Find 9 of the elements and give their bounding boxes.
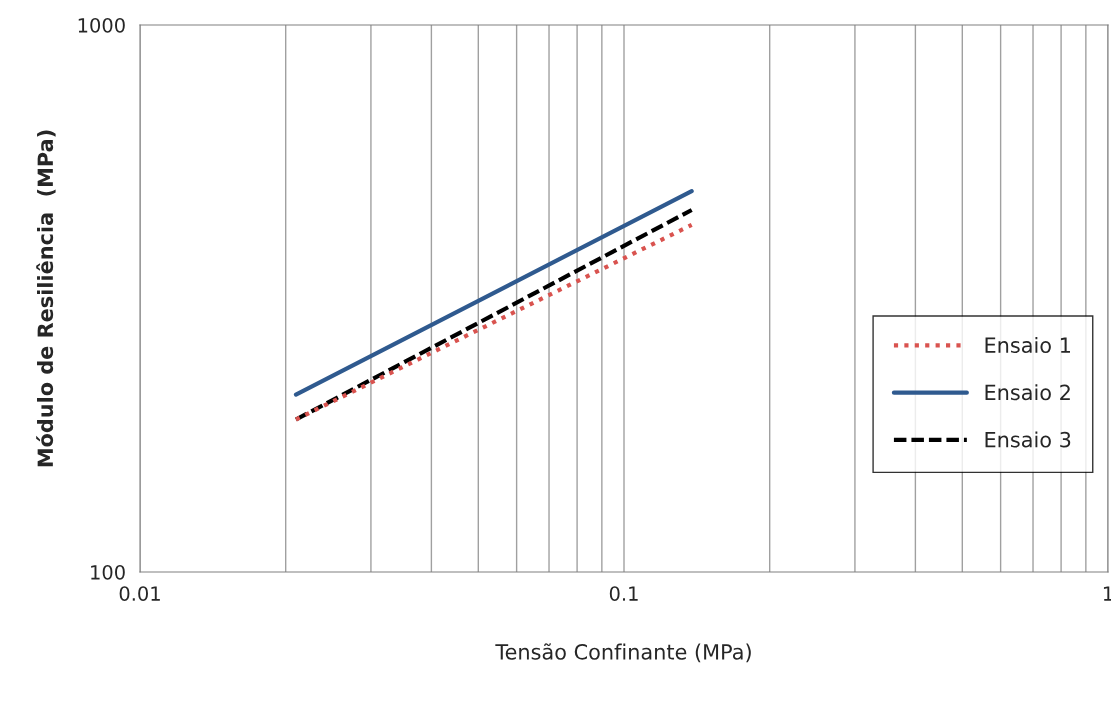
y-axis-title: Módulo de Resiliência (MPa) — [36, 130, 56, 467]
x-axis-title: Tensão Confinante (MPa) — [495, 643, 751, 663]
legend-label: Ensaio 3 — [985, 431, 1071, 448]
y-tick-label: 1000 — [78, 17, 125, 33]
x-tick-label: 0.1 — [609, 586, 638, 601]
y-tick-label: 100 — [91, 564, 125, 580]
legend-label: Ensaio 2 — [985, 384, 1070, 401]
x-tick-label: 0.01 — [119, 586, 160, 601]
legend-label: Ensaio 1 — [985, 336, 1070, 354]
